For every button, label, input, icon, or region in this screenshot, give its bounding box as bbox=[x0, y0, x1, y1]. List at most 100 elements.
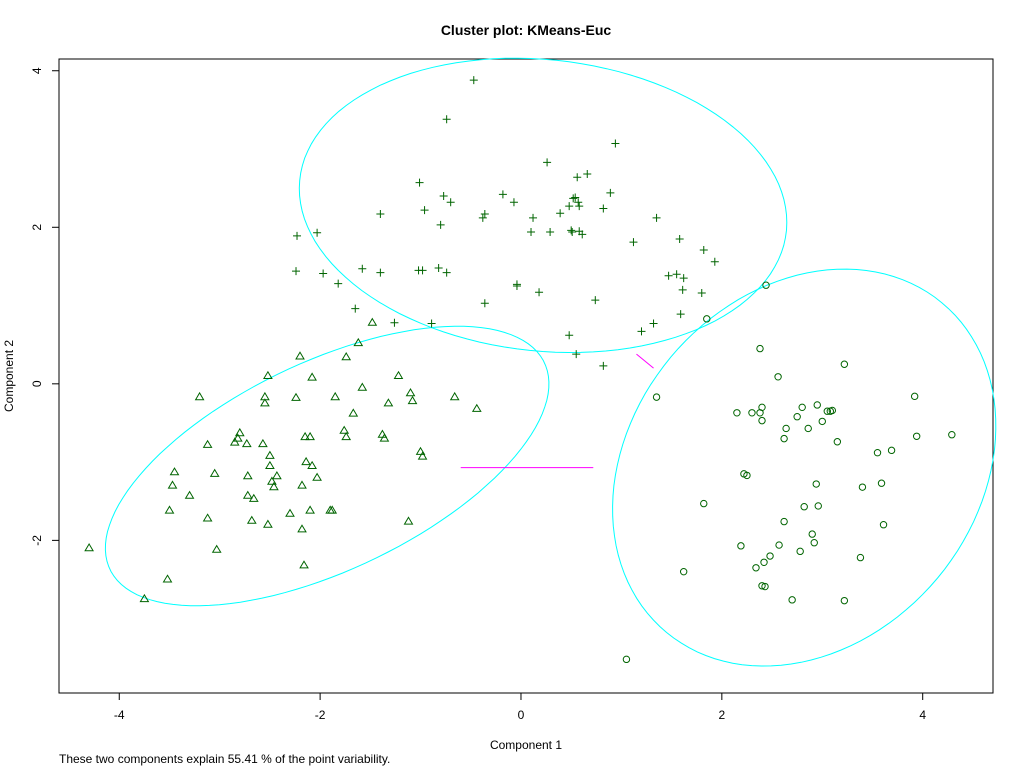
point-triangle-12 bbox=[211, 544, 222, 553]
point-circle-30 bbox=[800, 503, 808, 511]
point-circle-52 bbox=[948, 431, 956, 439]
point-plus-58 bbox=[679, 274, 688, 283]
point-triangle-33 bbox=[295, 351, 305, 360]
point-triangle-50 bbox=[348, 408, 359, 417]
point-triangle-23 bbox=[260, 391, 270, 401]
x-tick-label: 2 bbox=[718, 708, 725, 722]
point-triangle-11 bbox=[209, 468, 220, 477]
point-plus-10 bbox=[420, 206, 429, 215]
point-plus-62 bbox=[637, 327, 646, 336]
point-circle-41 bbox=[833, 438, 842, 446]
point-circle-3 bbox=[679, 567, 688, 576]
point-plus-43 bbox=[376, 268, 385, 277]
point-plus-63 bbox=[649, 319, 658, 328]
plot-frame bbox=[58, 58, 994, 694]
point-triangle-41 bbox=[307, 460, 317, 469]
point-triangle-34 bbox=[297, 480, 307, 489]
point-circle-24 bbox=[782, 424, 790, 433]
point-plus-14 bbox=[478, 213, 487, 222]
point-triangle-4 bbox=[164, 505, 175, 514]
point-plus-54 bbox=[427, 319, 436, 328]
point-circle-5 bbox=[703, 315, 711, 323]
point-triangle-57 bbox=[393, 370, 404, 379]
point-triangle-64 bbox=[471, 403, 482, 412]
point-circle-25 bbox=[780, 517, 788, 526]
point-triangle-63 bbox=[449, 391, 460, 401]
point-plus-7 bbox=[415, 178, 424, 187]
cluster-ellipse-3 bbox=[612, 268, 997, 667]
x-tick-label: 0 bbox=[518, 708, 525, 722]
point-plus-52 bbox=[351, 304, 360, 313]
point-triangle-40 bbox=[305, 431, 315, 441]
point-circle-18 bbox=[761, 582, 769, 591]
point-plus-16 bbox=[509, 198, 518, 207]
cluster-ellipses bbox=[104, 57, 997, 667]
point-triangle-24 bbox=[263, 370, 273, 379]
point-plus-41 bbox=[334, 279, 343, 288]
point-triangle-20 bbox=[248, 493, 259, 502]
point-plus-1 bbox=[469, 76, 478, 85]
point-circle-9 bbox=[743, 471, 751, 480]
point-circle-47 bbox=[877, 479, 886, 487]
point-triangle-32 bbox=[291, 392, 301, 401]
point-plus-53 bbox=[390, 318, 399, 327]
point-circle-16 bbox=[758, 582, 766, 590]
point-triangle-42 bbox=[307, 372, 317, 381]
point-circle-27 bbox=[793, 413, 801, 421]
point-circle-32 bbox=[808, 530, 816, 538]
point-plus-6 bbox=[573, 173, 582, 182]
point-triangle-16 bbox=[241, 438, 252, 448]
point-plus-34 bbox=[675, 235, 684, 244]
cluster-ellipse-1 bbox=[104, 325, 550, 607]
point-circle-45 bbox=[856, 553, 865, 562]
point-triangle-48 bbox=[341, 431, 352, 441]
point-plus-32 bbox=[629, 238, 638, 247]
point-circle-49 bbox=[887, 446, 896, 455]
x-axis-label: Component 1 bbox=[490, 738, 562, 752]
point-circle-36 bbox=[814, 502, 822, 510]
point-plus-31 bbox=[546, 227, 555, 236]
point-triangle-1 bbox=[84, 543, 94, 552]
point-triangle-46 bbox=[330, 391, 341, 401]
point-triangle-22 bbox=[260, 398, 270, 407]
point-triangle-56 bbox=[383, 398, 394, 407]
point-triangle-9 bbox=[202, 513, 213, 522]
point-plus-5 bbox=[583, 170, 592, 179]
cluster-connectors bbox=[460, 353, 654, 469]
y-tick-label: 0 bbox=[30, 380, 44, 387]
point-plus-21 bbox=[574, 198, 583, 207]
point-plus-66 bbox=[599, 361, 608, 370]
point-triangle-53 bbox=[367, 317, 378, 326]
point-plus-55 bbox=[591, 296, 600, 305]
point-circle-22 bbox=[775, 541, 783, 549]
point-triangle-59 bbox=[405, 388, 416, 397]
point-plus-56 bbox=[664, 271, 673, 280]
point-plus-45 bbox=[418, 266, 427, 275]
point-triangle-8 bbox=[194, 391, 205, 401]
point-circle-11 bbox=[752, 564, 760, 572]
point-plus-22 bbox=[575, 202, 584, 211]
x-tick-label: -2 bbox=[315, 708, 326, 722]
point-plus-25 bbox=[568, 227, 577, 236]
point-triangle-47 bbox=[339, 425, 350, 434]
point-plus-35 bbox=[699, 245, 708, 254]
point-plus-39 bbox=[292, 267, 301, 276]
point-plus-17 bbox=[529, 213, 538, 222]
point-circle-42 bbox=[840, 360, 849, 368]
cluster-connector-2 bbox=[636, 353, 654, 369]
point-triangle-6 bbox=[167, 480, 178, 489]
point-circle-40 bbox=[828, 406, 837, 415]
point-triangle-58 bbox=[403, 516, 414, 525]
point-plus-57 bbox=[672, 270, 681, 279]
point-plus-33 bbox=[652, 213, 661, 222]
point-plus-61 bbox=[565, 331, 574, 340]
point-triangle-14 bbox=[229, 437, 240, 446]
point-triangle-25 bbox=[263, 519, 273, 528]
data-points bbox=[84, 76, 956, 664]
y-tick-label: 2 bbox=[30, 224, 44, 231]
point-triangle-36 bbox=[299, 560, 309, 569]
point-triangle-7 bbox=[184, 490, 195, 499]
point-circle-7 bbox=[737, 542, 745, 550]
chart-title: Cluster plot: KMeans-Euc bbox=[441, 22, 612, 38]
